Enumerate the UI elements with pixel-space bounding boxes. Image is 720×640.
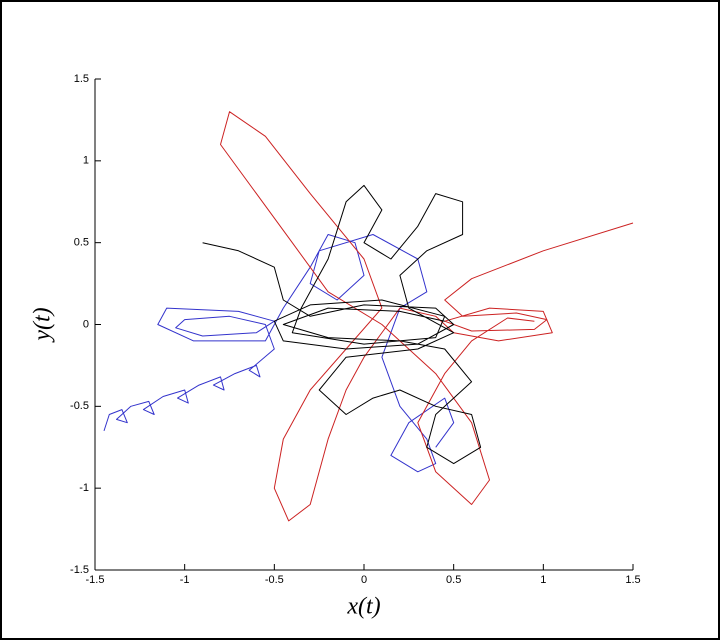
x-tick-label: -0.5 xyxy=(265,574,284,586)
x-axis-title: x(t) xyxy=(346,594,380,620)
y-tick-label: 1.5 xyxy=(74,73,89,85)
x-tick-label: 0.5 xyxy=(446,574,461,586)
y-tick-label: 1 xyxy=(83,155,89,167)
x-tick-label: 1.5 xyxy=(625,574,640,586)
y-tick-label: 0 xyxy=(83,318,89,330)
y-axis-title: y(t) xyxy=(30,307,56,342)
trajectory xyxy=(202,184,482,465)
y-tick-label: -1 xyxy=(79,482,89,494)
x-tick-label: -1 xyxy=(180,574,190,586)
x-tick-label: 0 xyxy=(361,574,367,586)
x-tick-label: 1 xyxy=(540,574,546,586)
y-tick-label: -1.5 xyxy=(70,564,89,576)
x-tick-label: -1.5 xyxy=(86,574,105,586)
y-tick-label: -0.5 xyxy=(70,400,89,412)
trajectory xyxy=(220,111,634,522)
trajectory xyxy=(103,234,455,473)
y-tick-label: 0.5 xyxy=(74,237,89,249)
